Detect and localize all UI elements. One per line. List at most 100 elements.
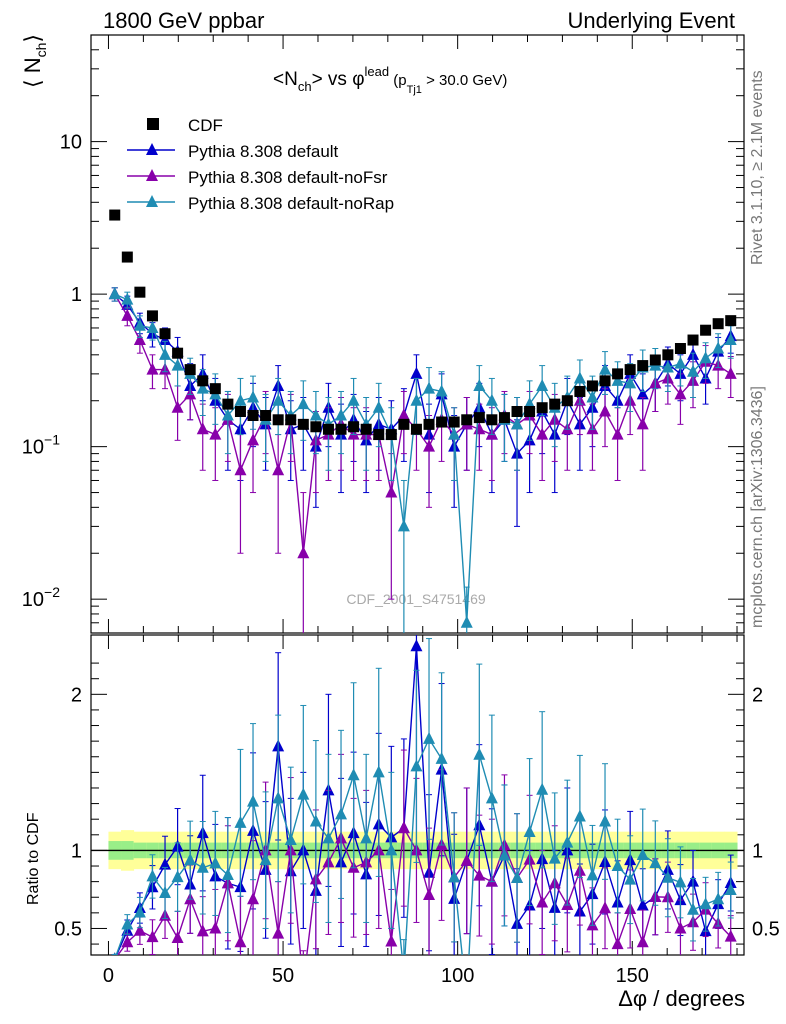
ratio-point: [724, 883, 737, 896]
ratio-point: [435, 751, 448, 764]
data-point: [171, 400, 184, 413]
cdf-data-point: [649, 354, 661, 366]
data-point: [397, 519, 410, 532]
cdf-data-point: [373, 429, 385, 441]
ratio-point: [247, 794, 260, 807]
ratio-point: [196, 860, 209, 873]
data-point: [511, 417, 524, 430]
ratio-point: [461, 992, 473, 1004]
ratio-plot-series: [111, 635, 737, 1004]
ratio-point: [724, 929, 737, 942]
data-point: [234, 393, 247, 406]
data-point: [133, 318, 146, 331]
ratio-point: [410, 639, 423, 652]
ratio-point: [259, 853, 272, 866]
data-point: [473, 378, 486, 391]
ratio-point: [674, 875, 687, 888]
ratio-series-line: [117, 825, 732, 955]
cdf-data-point: [348, 421, 360, 433]
ratio-point: [209, 856, 222, 869]
cdf-data-point: [222, 398, 234, 410]
data-point: [309, 408, 322, 421]
cdf-data-point: [674, 343, 686, 355]
cdf-data-point: [624, 364, 636, 376]
ratio-point: [146, 930, 159, 943]
data-point: [272, 393, 285, 406]
cdf-data-point: [612, 368, 624, 380]
data-point: [410, 393, 423, 406]
cdf-data-point: [423, 418, 435, 430]
ratio-point: [423, 888, 436, 901]
ratio-point: [133, 923, 146, 936]
ratio-point: [121, 935, 134, 948]
legend-label: CDF: [188, 116, 223, 135]
cdf-data-point: [197, 375, 209, 387]
ratio-point: [511, 870, 524, 883]
mcplots-label: mcplots.cern.ch [arXiv:1306.3436]: [749, 386, 766, 628]
data-point: [611, 373, 624, 386]
ratio-point: [460, 853, 473, 866]
ratio-point: [221, 868, 234, 881]
data-point: [397, 408, 410, 421]
ratio-point: [523, 825, 536, 838]
data-point: [372, 400, 385, 413]
cdf-data-point: [436, 416, 448, 428]
data-point: [159, 347, 172, 360]
main-plot-series: [108, 209, 737, 633]
ratio-point: [234, 935, 247, 948]
ratio-point: [322, 831, 335, 844]
data-point: [712, 341, 725, 354]
ratio-point: [309, 814, 322, 827]
cdf-data-point: [586, 380, 598, 392]
legend-marker: [146, 143, 158, 155]
cdf-data-point: [146, 310, 158, 322]
cdf-data-point: [272, 414, 284, 426]
data-point: [448, 427, 461, 440]
cdf-data-point: [360, 423, 372, 435]
legend-label: Pythia 8.308 default-noFsr: [188, 168, 388, 187]
cdf-data-point: [398, 418, 410, 430]
data-point: [247, 433, 260, 446]
data-point: [423, 439, 436, 452]
ratio-point: [347, 768, 360, 781]
data-point: [297, 397, 310, 410]
ratio-tick-label: 1: [71, 840, 82, 862]
series-line: [114, 293, 732, 623]
x-tick-label: 100: [441, 965, 474, 987]
chart-title: <Nch> vs φlead (pTj1 > 30.0 GeV): [273, 64, 507, 96]
axis-ticks: 0 50 100 150 10 1 10−1 10−2 2 2 1 1 0.5 0.5: [22, 34, 780, 987]
ratio-point: [335, 807, 348, 820]
cdf-data-point: [335, 423, 347, 435]
ratio-point: [473, 868, 486, 881]
ratio-point: [712, 892, 725, 905]
ratio-point: [599, 901, 612, 914]
data-point: [335, 408, 348, 421]
data-point: [460, 615, 473, 628]
cdf-data-point: [700, 324, 712, 336]
data-point: [133, 333, 146, 346]
ratio-point: [410, 759, 423, 772]
cdf-data-point: [637, 360, 649, 372]
cdf-data-point: [687, 334, 699, 346]
ratio-y-label: Ratio to CDF: [25, 812, 42, 905]
ratio-point: [184, 853, 197, 866]
ratio-point: [586, 868, 599, 881]
ratio-point: [146, 869, 159, 882]
cdf-data-point: [549, 398, 561, 410]
data-point: [385, 485, 398, 498]
ratio-point: [234, 815, 247, 828]
ratio-point: [599, 814, 612, 827]
ratio-point: [360, 831, 373, 844]
data-point: [209, 427, 222, 440]
ratio-tick-label: 0.5: [54, 918, 82, 940]
ratio-point: [159, 885, 172, 898]
y-tick-label: 1: [71, 284, 82, 306]
ratio-point: [385, 843, 398, 856]
ratio-tick-label: 2: [71, 684, 82, 706]
data-point: [146, 320, 159, 333]
cdf-data-point: [134, 286, 146, 298]
ratio-point: [171, 930, 184, 943]
data-point: [536, 378, 549, 391]
data-point: [108, 287, 121, 300]
